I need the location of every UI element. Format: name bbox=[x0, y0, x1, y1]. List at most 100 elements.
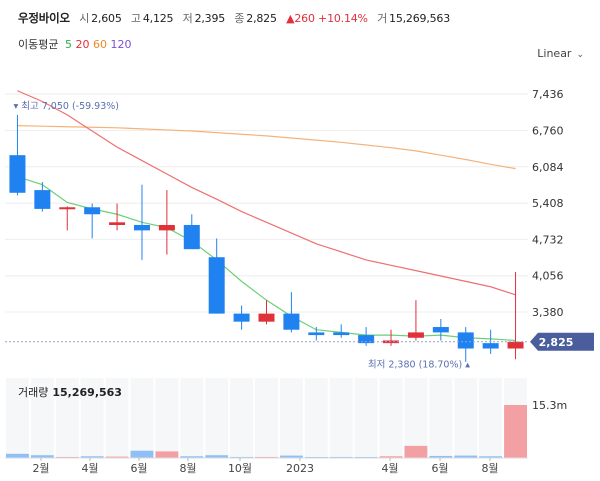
stock-name: 우정바이오 bbox=[18, 11, 70, 25]
volume-column-bg bbox=[230, 378, 254, 458]
volume-bar bbox=[130, 450, 154, 458]
volume-bar bbox=[105, 456, 129, 458]
x-tick-label: 6월 bbox=[431, 462, 448, 475]
volume-column-bg bbox=[404, 378, 428, 458]
volume-column-bg bbox=[329, 378, 353, 458]
candle-body bbox=[457, 332, 474, 349]
chevron-down-icon: ⌄ bbox=[576, 50, 584, 60]
price-tick-label: 4,732 bbox=[532, 233, 564, 246]
candle-body bbox=[133, 225, 150, 231]
volume-column-bg bbox=[429, 378, 453, 458]
volume-bar bbox=[6, 453, 29, 458]
x-tick-label: 2023 bbox=[286, 462, 314, 475]
candle-body bbox=[59, 207, 76, 210]
volume-bar bbox=[30, 455, 54, 458]
volume-column-bg bbox=[105, 378, 129, 458]
x-tick-label: 10월 bbox=[228, 462, 252, 475]
volume-panel-label: 거래량 15,269,563 bbox=[18, 384, 122, 400]
open-value: 2,605 bbox=[91, 12, 122, 25]
volume-bar bbox=[205, 455, 229, 458]
low-value: 2,395 bbox=[194, 12, 226, 25]
x-tick-label: 8월 bbox=[481, 462, 498, 475]
close-value: 2,825 bbox=[246, 12, 277, 25]
candle-body bbox=[9, 155, 26, 193]
candle-body bbox=[407, 332, 424, 338]
x-tick-label: 2월 bbox=[32, 462, 49, 475]
stock-header: 우정바이오 시 2,605 고 4,125 저 2,395 종 2,825 ▲260 +… bbox=[18, 10, 450, 26]
volume-column-bg bbox=[80, 378, 104, 458]
volume-column-bg bbox=[155, 378, 179, 458]
scale-dropdown[interactable]: Linear ⌄ bbox=[537, 47, 584, 60]
price-tick-label: 6,760 bbox=[532, 124, 564, 137]
close-label: 종 bbox=[234, 12, 245, 25]
volume-panel-title: 거래량 bbox=[18, 386, 49, 399]
ma-legend-60: 60 bbox=[92, 38, 107, 51]
volume-column-bg bbox=[255, 378, 278, 458]
volume-bar bbox=[479, 456, 503, 458]
volume-bar bbox=[180, 456, 204, 458]
high-value: 4,125 bbox=[142, 12, 174, 25]
candle-body bbox=[358, 335, 375, 344]
high-label: 고 bbox=[130, 12, 141, 25]
volume-column-bg bbox=[6, 378, 29, 458]
candle-body bbox=[258, 313, 275, 322]
volume-label: 거 bbox=[377, 12, 388, 25]
candle-body bbox=[109, 222, 126, 225]
low-label: 저 bbox=[182, 12, 193, 25]
volume-bar bbox=[155, 451, 179, 458]
ma60-line bbox=[17, 125, 516, 170]
current-price-tag bbox=[530, 332, 594, 351]
x-tick-label: 8월 bbox=[179, 462, 196, 475]
volume-column-bg bbox=[279, 378, 303, 458]
open-label: 시 bbox=[79, 12, 90, 25]
volume-bar bbox=[404, 445, 428, 458]
change-value: 260 bbox=[294, 12, 315, 25]
candle-body bbox=[308, 332, 325, 336]
volume-column-bg bbox=[479, 378, 503, 458]
price-tick-label: 4,056 bbox=[532, 270, 564, 283]
x-tick-label: 4월 bbox=[81, 462, 98, 475]
volume-column-bg bbox=[55, 378, 79, 458]
volume-bar bbox=[379, 456, 403, 458]
ma-legend-120: 120 bbox=[110, 38, 132, 51]
price-tick-label: 5,408 bbox=[532, 197, 564, 210]
volume-column-bg bbox=[205, 378, 229, 458]
x-tick-label: 4월 bbox=[381, 462, 398, 475]
candle-body bbox=[183, 225, 200, 250]
candle-body bbox=[333, 332, 350, 336]
ma20-line bbox=[17, 90, 516, 296]
volume-bar bbox=[279, 455, 303, 458]
candle-body bbox=[233, 313, 250, 322]
volume-bar bbox=[230, 456, 254, 458]
x-tick-label: 6월 bbox=[130, 462, 147, 475]
price-tick-label: 7,436 bbox=[532, 88, 564, 101]
candle-body bbox=[507, 341, 524, 349]
candle-body bbox=[432, 327, 449, 333]
volume-column-bg bbox=[304, 378, 328, 458]
volume-bar bbox=[255, 456, 278, 458]
volume-bar bbox=[329, 456, 353, 458]
candle-body bbox=[482, 343, 499, 349]
high-annotation: ▾ 최고 7,050 (-59.93%) bbox=[13, 101, 119, 112]
price-tick-label: 3,380 bbox=[532, 306, 564, 319]
scale-label: Linear bbox=[537, 47, 572, 60]
volume-bar bbox=[80, 456, 104, 458]
candle-body bbox=[383, 340, 400, 344]
volume-column-bg bbox=[30, 378, 54, 458]
triangle-up-icon: ▲ bbox=[286, 12, 295, 25]
volume-column-bg bbox=[379, 378, 403, 458]
volume-bar bbox=[504, 405, 527, 458]
volume-column-bg bbox=[454, 378, 478, 458]
low-annotation: 최저 2,380 (18.70%) ▴ bbox=[368, 360, 470, 371]
change-percent: +10.14% bbox=[318, 12, 368, 25]
ma-legend-20: 20 bbox=[75, 38, 90, 51]
volume-column-bg bbox=[354, 378, 378, 458]
candle-body bbox=[158, 225, 175, 231]
candle-body bbox=[84, 207, 101, 215]
volume-column-bg bbox=[180, 378, 204, 458]
ma-legend-title: 이동평균 bbox=[18, 38, 59, 51]
moving-average-legend: 이동평균 5 20 60 120 bbox=[18, 36, 131, 52]
volume-bar bbox=[454, 455, 478, 458]
volume-tick-label: 15.3m bbox=[532, 399, 567, 412]
